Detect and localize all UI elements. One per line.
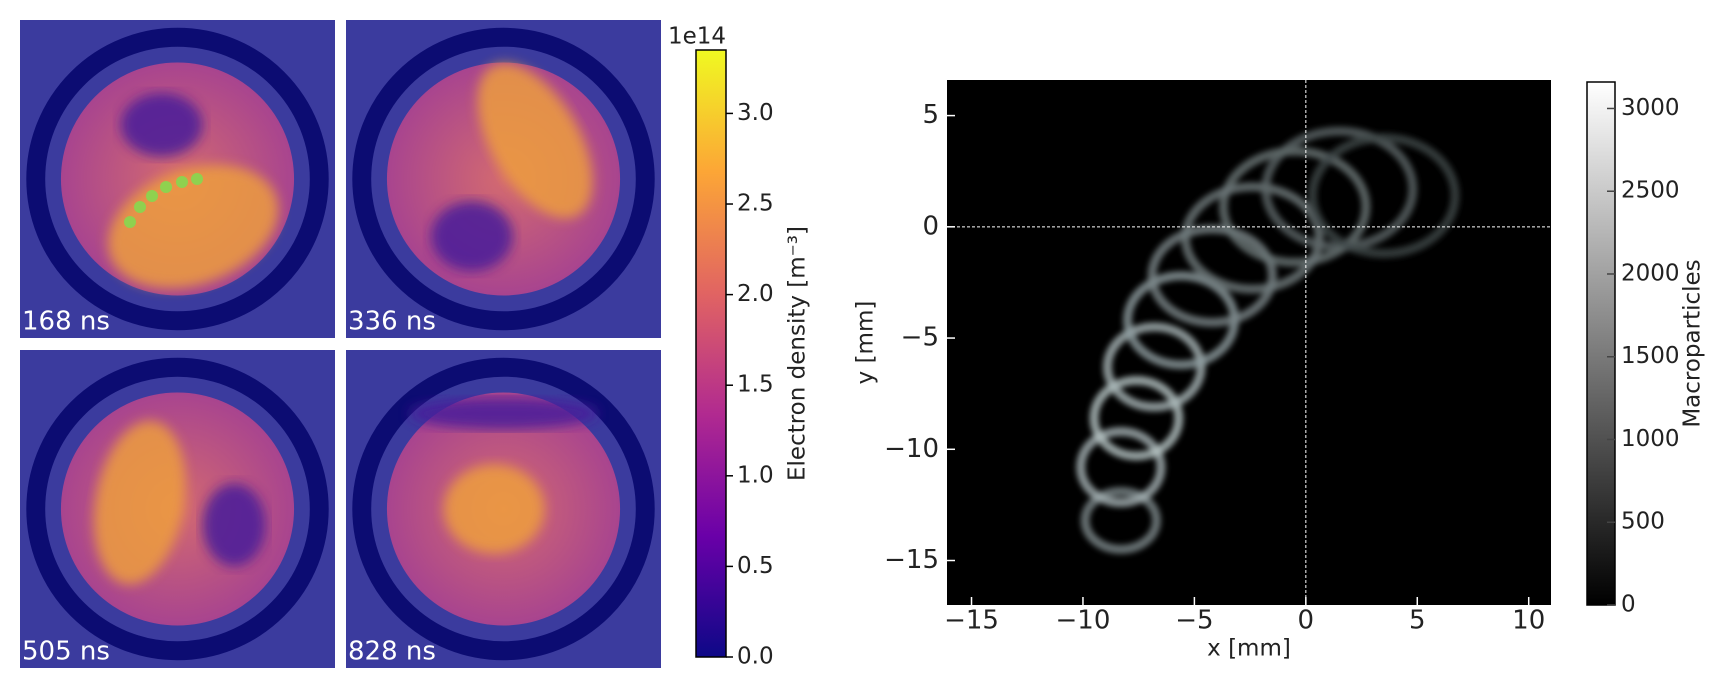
density-panel: 336 ns xyxy=(346,20,661,338)
marker-dot xyxy=(176,176,188,188)
ring xyxy=(1147,224,1277,327)
y-tick-label: 5 xyxy=(922,100,939,130)
colorbar-tick-label: 1.5 xyxy=(737,372,774,398)
x-tick-label: −15 xyxy=(944,606,999,636)
marker-dot xyxy=(124,216,136,228)
y-tick-label: −10 xyxy=(884,434,939,464)
bright-region xyxy=(443,464,545,554)
colorbar-tick-label: 2000 xyxy=(1621,260,1680,286)
colorbar xyxy=(695,49,727,658)
colorbar-tick-label: 2.5 xyxy=(737,191,774,217)
ring xyxy=(1089,375,1184,461)
marker-dot xyxy=(134,201,146,213)
colorbar-label: Electron density [m⁻³] xyxy=(785,226,811,481)
dark-region xyxy=(431,201,513,272)
rings xyxy=(1076,126,1460,554)
panel-label: 168 ns xyxy=(22,307,110,337)
colorbar-tick-label: 1500 xyxy=(1621,343,1680,369)
outer-ring xyxy=(26,27,329,331)
colorbar-tick-label: 2500 xyxy=(1621,178,1680,204)
ring xyxy=(1102,322,1206,412)
ring xyxy=(1308,133,1460,259)
ring xyxy=(1218,146,1371,267)
x-axis-label: x [mm] xyxy=(1207,636,1291,662)
density-panel: 168 ns xyxy=(20,20,335,338)
panel-label: 336 ns xyxy=(348,307,436,337)
marker-dot xyxy=(146,190,158,202)
y-tick-label: −15 xyxy=(884,545,939,575)
colorbar-tick-label: 0.0 xyxy=(737,644,774,670)
colorbar-tick-label: 1000 xyxy=(1621,426,1680,452)
colorbar-tick-label: 0.5 xyxy=(737,553,774,579)
colorbar-offset: 1e14 xyxy=(668,24,726,50)
colorbar-label: Macroparticles xyxy=(1680,259,1706,427)
density-panel: 828 ns xyxy=(346,350,661,668)
ring xyxy=(1076,426,1166,508)
dark-region xyxy=(409,397,598,430)
panel-label: 505 ns xyxy=(22,637,110,667)
marker-dot xyxy=(191,173,203,185)
outer-ring xyxy=(352,27,655,331)
x-tick-label: 5 xyxy=(1409,606,1426,636)
x-tick-label: 10 xyxy=(1512,606,1545,636)
marker-dot xyxy=(160,181,172,193)
y-axis-label: y [mm] xyxy=(853,301,879,385)
colorbar-tick-label: 0 xyxy=(1621,592,1636,618)
colorbar-tick-label: 3.0 xyxy=(737,100,774,126)
colorbar xyxy=(1586,81,1616,606)
density-panel: 505 ns xyxy=(20,350,335,668)
y-tick-label: −5 xyxy=(901,323,939,353)
ring xyxy=(1080,487,1162,554)
outer-ring xyxy=(352,357,655,661)
colorbar-tick-label: 1.0 xyxy=(737,462,774,488)
bright-region xyxy=(477,63,593,219)
x-tick-label: −10 xyxy=(1056,606,1111,636)
colorbar-tick-label: 500 xyxy=(1621,509,1665,535)
ring xyxy=(1180,182,1324,294)
x-tick-label: −5 xyxy=(1175,606,1213,636)
dark-region xyxy=(202,483,266,567)
heatmap xyxy=(947,80,1551,605)
y-tick-label: 0 xyxy=(922,211,939,241)
colorbar-tick-label: 2.0 xyxy=(737,281,774,307)
panel-label: 828 ns xyxy=(348,637,436,667)
x-tick-label: 0 xyxy=(1298,606,1315,636)
outer-ring xyxy=(26,357,329,661)
ring xyxy=(1261,126,1418,252)
bright-region xyxy=(93,420,186,585)
dark-region xyxy=(120,93,203,157)
colorbar-tick-label: 3000 xyxy=(1621,95,1680,121)
